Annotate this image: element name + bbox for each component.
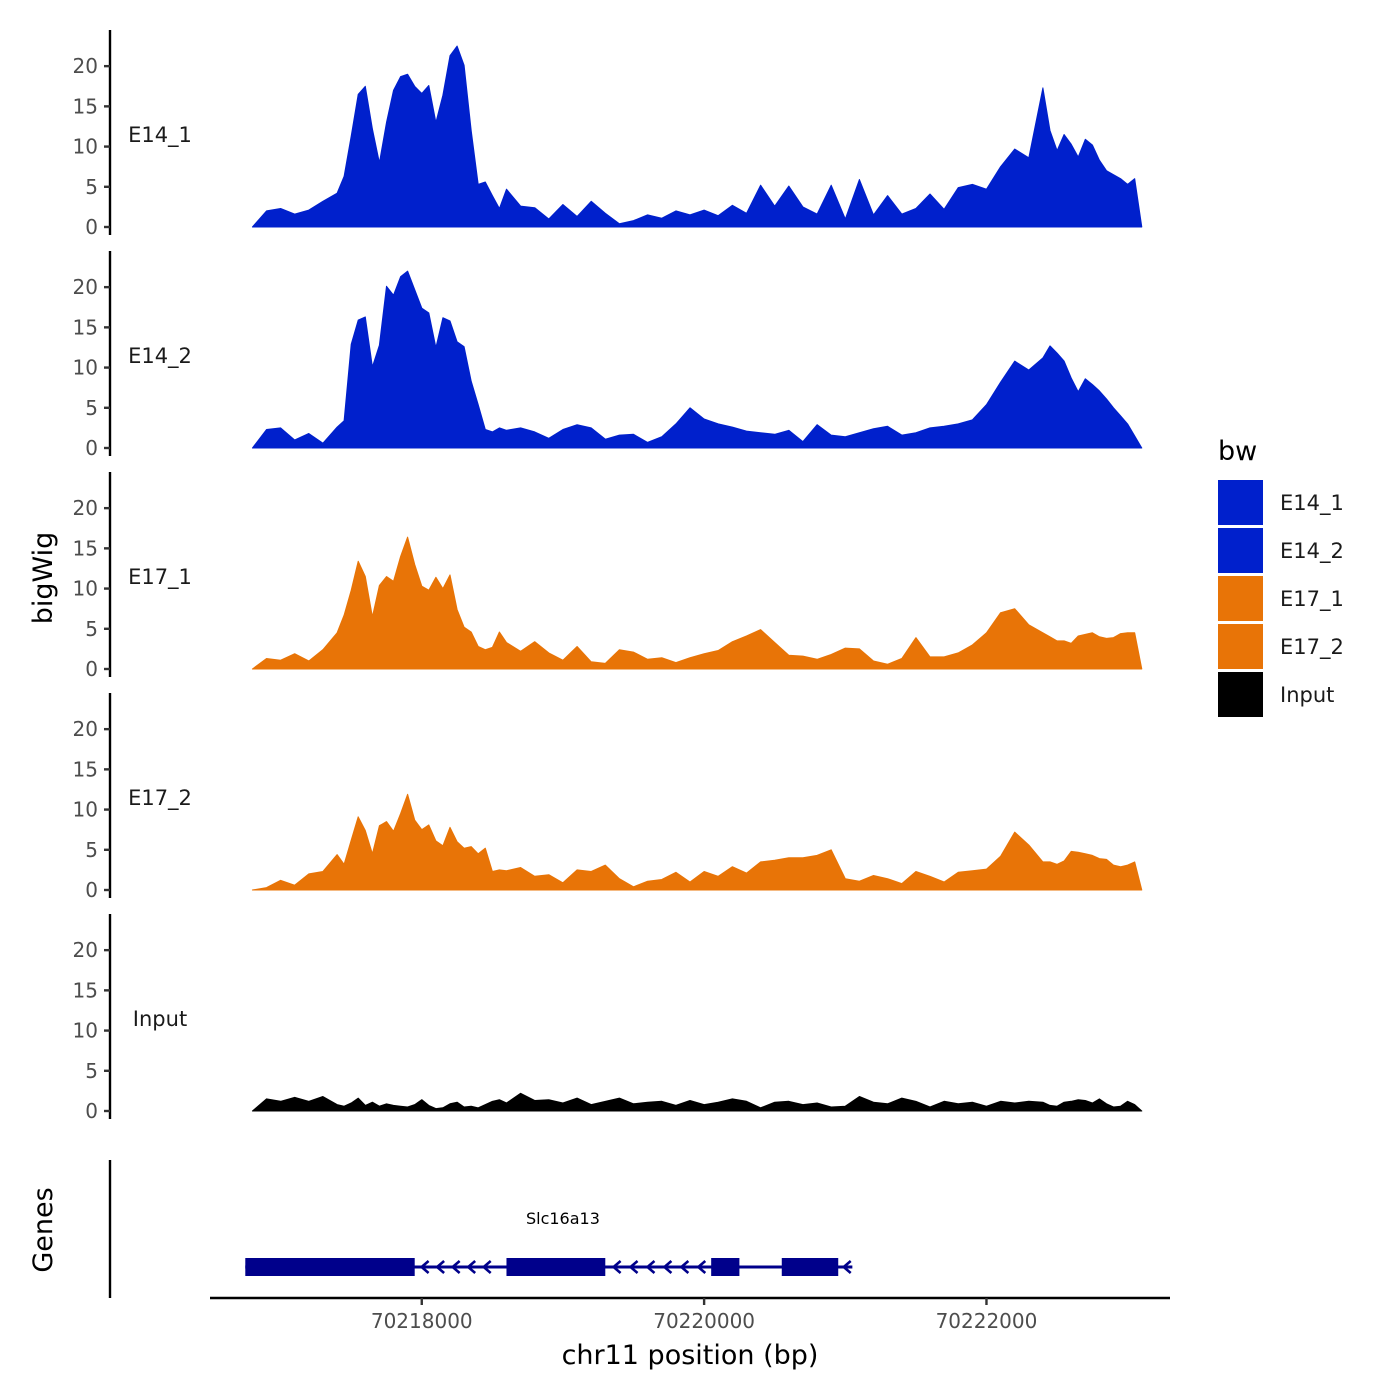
- strand-arrow: [679, 1260, 690, 1274]
- legend-title: bw: [1218, 436, 1257, 467]
- strand-arrow: [466, 1260, 477, 1274]
- y-tick-label: 10: [73, 1019, 98, 1043]
- y-tick-label: 0: [85, 436, 98, 460]
- y-tick-label: 5: [85, 617, 98, 641]
- strand-arrow: [450, 1260, 461, 1274]
- legend-label: E14_2: [1280, 539, 1344, 564]
- legend-swatch: [1218, 672, 1263, 717]
- y-tick-label: 0: [85, 657, 98, 681]
- strand-arrow: [628, 1260, 639, 1274]
- legend: bw E14_1 E14_2 E17_1 E17_2 Input: [1218, 436, 1344, 717]
- track-E17_1: 0 5 10 15 20 E17_1: [73, 472, 1143, 681]
- y-tick-label: 10: [73, 135, 98, 159]
- y-tick-label: 20: [73, 496, 98, 520]
- track-label-E14_2: E14_2: [128, 344, 192, 369]
- coverage-tracks: 05101520E14_105101520E14_205101520E17_10…: [73, 30, 1143, 1123]
- coverage-area-E14_1: [251, 45, 1143, 228]
- y-tick-label: 15: [73, 315, 98, 339]
- strand-arrow: [481, 1260, 492, 1274]
- y-tick-label: 5: [85, 175, 98, 199]
- x-tick-label: 70218000: [371, 1309, 473, 1333]
- strand-arrow: [435, 1260, 445, 1274]
- y-tick-label: 15: [73, 536, 98, 560]
- y-tick-label: 10: [73, 577, 98, 601]
- x-tick-label: 70220000: [653, 1309, 755, 1333]
- y-tick-label: 20: [73, 938, 98, 962]
- y-tick-label: 20: [73, 717, 98, 741]
- track-E14_1: 0 5 10 15 20 E14_1: [73, 30, 1143, 239]
- y-axis-title: bigWig: [28, 532, 59, 625]
- coverage-area-E17_2: [251, 793, 1143, 891]
- strand-arrow: [419, 1260, 430, 1274]
- y-tick-label: 15: [73, 757, 98, 781]
- y-tick-label: 10: [73, 356, 98, 380]
- y-tick-label: 0: [85, 878, 98, 902]
- legend-swatch: [1218, 576, 1263, 621]
- legend-swatch: [1218, 528, 1263, 573]
- legend-item-E17_2: E17_2: [1218, 624, 1344, 669]
- legend-swatch: [1218, 480, 1263, 525]
- y-tick-label: 20: [73, 275, 98, 299]
- legend-label: E14_1: [1280, 491, 1344, 516]
- legend-item-Input: Input: [1218, 672, 1334, 717]
- strand-arrow: [611, 1260, 622, 1274]
- legend-swatch: [1218, 624, 1263, 669]
- gene-exon: [781, 1258, 839, 1276]
- strand-arrow: [841, 1260, 852, 1274]
- coverage-area-E17_1: [251, 536, 1143, 670]
- y-tick-label: 0: [85, 215, 98, 239]
- y-tick-label: 10: [73, 798, 98, 822]
- y-tick-label: 5: [85, 396, 98, 420]
- legend-item-E14_1: E14_1: [1218, 480, 1344, 525]
- x-tick-label: 70222000: [936, 1309, 1038, 1333]
- strand-arrow: [645, 1260, 656, 1274]
- legend-label: E17_2: [1280, 635, 1344, 660]
- y-tick-label: 0: [85, 1099, 98, 1123]
- track-label-E17_2: E17_2: [128, 786, 192, 811]
- y-tick-label: 5: [85, 1059, 98, 1083]
- legend-item-E14_2: E14_2: [1218, 528, 1344, 573]
- legend-label: Input: [1280, 683, 1334, 707]
- track-Input: 0 5 10 15 20 Input: [73, 914, 1143, 1123]
- x-axis-title: chr11 position (bp): [562, 1340, 819, 1371]
- y-tick-label: 5: [85, 838, 98, 862]
- gene-exon: [245, 1258, 415, 1276]
- gene-exon: [711, 1258, 740, 1276]
- y-tick-label: 15: [73, 978, 98, 1002]
- genes-axis-title: Genes: [28, 1187, 59, 1272]
- track-label-E17_1: E17_1: [128, 565, 192, 590]
- y-tick-label: 15: [73, 94, 98, 118]
- gene-exon: [506, 1258, 606, 1276]
- coverage-area-E14_2: [251, 270, 1143, 449]
- strand-arrow: [696, 1260, 707, 1274]
- gene-label: Slc16a13: [526, 1209, 600, 1228]
- strand-arrow: [662, 1260, 673, 1274]
- track-E17_2: 0 5 10 15 20 E17_2: [73, 693, 1143, 902]
- track-label-E14_1: E14_1: [128, 123, 192, 148]
- coverage-area-Input: [251, 1092, 1143, 1112]
- y-tick-label: 20: [73, 54, 98, 78]
- legend-item-E17_1: E17_1: [1218, 576, 1344, 621]
- track-E14_2: 0 5 10 15 20 E14_2: [73, 251, 1143, 460]
- track-label-Input: Input: [133, 1007, 187, 1031]
- gene-track: Slc16a13 70218000 70220000 70222000: [108, 1160, 1170, 1333]
- legend-label: E17_1: [1280, 587, 1344, 612]
